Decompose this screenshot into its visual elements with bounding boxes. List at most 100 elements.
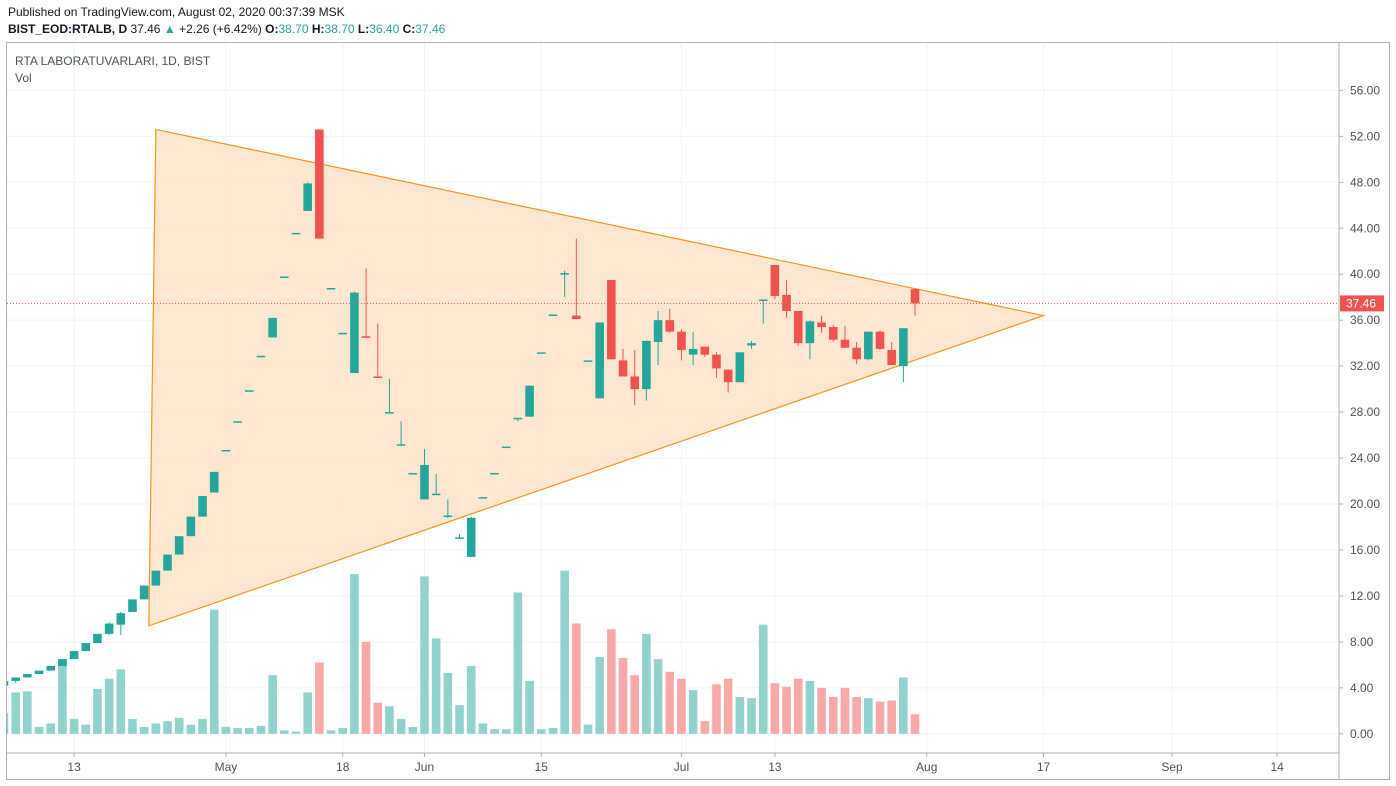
price-axis-label: 44.00 xyxy=(1350,221,1380,235)
volume-bar xyxy=(385,706,394,734)
candle-body xyxy=(163,554,172,571)
candle-body xyxy=(11,677,20,681)
volume-bar xyxy=(712,684,721,734)
volume-bar xyxy=(396,718,406,734)
volume-bar xyxy=(128,718,137,734)
candle-body xyxy=(303,183,312,212)
volume-bar xyxy=(735,697,745,734)
volume-bar xyxy=(104,678,114,734)
volume-bar xyxy=(268,675,277,734)
volume-bar xyxy=(34,726,44,734)
volume-legend: Vol xyxy=(15,71,32,85)
candle-body xyxy=(887,350,896,365)
candle-body xyxy=(256,355,266,358)
candle-body xyxy=(805,321,815,344)
candle-body xyxy=(221,450,231,452)
price-axis-label: 48.00 xyxy=(1350,175,1380,189)
candle-body xyxy=(793,310,803,344)
candle-body xyxy=(408,472,418,475)
candle-body xyxy=(151,570,161,586)
price-axis-label: 52.00 xyxy=(1350,129,1380,143)
candle-body xyxy=(81,643,91,652)
volume-bar xyxy=(431,638,441,734)
candle-body xyxy=(373,376,383,378)
volume-bar xyxy=(536,729,546,734)
candle-body xyxy=(782,294,791,311)
candle-body xyxy=(244,390,254,392)
candle-body xyxy=(513,417,523,420)
candle-body xyxy=(618,360,628,377)
price-axis-label: 28.00 xyxy=(1350,405,1380,419)
candle-body xyxy=(268,317,277,338)
volume-bar xyxy=(688,690,698,734)
price-axis-label: 4.00 xyxy=(1350,681,1374,695)
candle-body xyxy=(899,328,908,367)
time-axis-label: 18 xyxy=(336,760,350,774)
candle-body xyxy=(420,464,429,500)
volume-bar xyxy=(163,721,172,734)
volume-bar xyxy=(805,680,815,734)
volume-bar xyxy=(69,718,79,734)
volume-bar xyxy=(443,672,453,734)
volume-bar xyxy=(408,726,418,734)
time-axis-label: 14 xyxy=(1270,760,1284,774)
volume-bar xyxy=(595,656,604,734)
volume-bar xyxy=(770,683,780,734)
price-axis-label: 8.00 xyxy=(1350,635,1374,649)
volume-bar xyxy=(244,728,254,734)
volume-bar xyxy=(151,723,161,734)
candle-body xyxy=(280,276,289,279)
price-axis-label: 16.00 xyxy=(1350,543,1380,557)
candle-body xyxy=(93,633,102,644)
volume-bar xyxy=(46,723,56,734)
candle-body xyxy=(455,537,464,539)
candle-body xyxy=(665,320,675,332)
candle-body xyxy=(128,599,137,613)
candle-body xyxy=(431,493,441,496)
symbol-ohlc-line: BIST_EOD:RTALB, D 37.46 ▲ +2.26 (+6.42%)… xyxy=(8,22,445,36)
chart-frame[interactable] xyxy=(6,42,1390,780)
candle-body xyxy=(501,446,511,449)
volume-bar xyxy=(338,728,348,734)
candle-body xyxy=(735,352,745,383)
volume-bar xyxy=(618,657,628,734)
volume-bar xyxy=(782,686,791,734)
volume-bar xyxy=(513,592,523,734)
up-arrow-icon: ▲ xyxy=(163,22,176,36)
candle-body xyxy=(233,421,242,423)
volume-bar xyxy=(198,718,207,734)
candle-body xyxy=(595,322,604,399)
candle-body xyxy=(104,623,114,634)
volume-bar xyxy=(747,698,756,734)
candle-body xyxy=(653,320,663,343)
candle-body xyxy=(139,585,149,600)
volume-bar xyxy=(81,724,91,734)
candle-body xyxy=(723,369,733,383)
volume-bar xyxy=(817,687,826,734)
volume-bar xyxy=(490,729,499,734)
price-axis-label: 0.00 xyxy=(1350,727,1374,741)
volume-bar xyxy=(11,692,20,734)
volume-bar xyxy=(116,669,126,734)
volume-bar xyxy=(887,700,896,734)
volume-bar xyxy=(139,726,149,734)
volume-bar xyxy=(221,726,231,734)
candle-body xyxy=(315,129,324,239)
volume-bar xyxy=(828,697,838,734)
time-axis-label: May xyxy=(215,760,238,774)
candle-body xyxy=(385,412,394,414)
low-value: 36.40 xyxy=(369,22,400,36)
volume-bar xyxy=(455,705,464,734)
candle-body xyxy=(116,613,126,625)
time-axis-label: Jul xyxy=(674,760,689,774)
volume-bar xyxy=(291,731,301,734)
close-label: C: xyxy=(402,22,416,36)
high-label: H: xyxy=(311,22,325,36)
candle-body xyxy=(525,385,534,417)
candle-body xyxy=(864,331,873,360)
candle-body xyxy=(23,674,32,678)
time-axis-label: 13 xyxy=(768,760,782,774)
high-value: 38.70 xyxy=(324,22,355,36)
price-axis-label: 56.00 xyxy=(1350,83,1380,97)
